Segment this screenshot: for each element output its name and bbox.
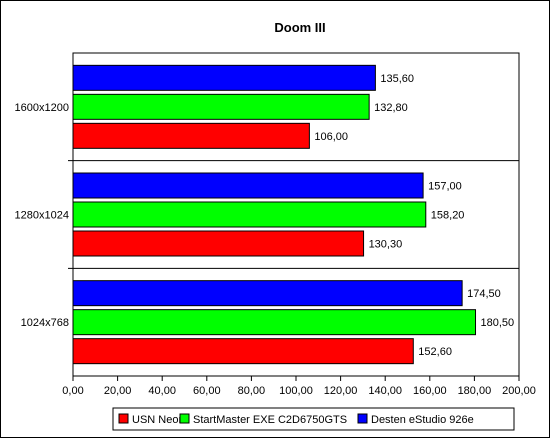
bar xyxy=(72,122,310,149)
legend-swatch xyxy=(179,413,190,424)
category-label: 1280x1024 xyxy=(15,210,69,222)
legend-swatch xyxy=(118,413,129,424)
legend-label: USN Neon xyxy=(132,414,185,426)
x-tick-label: 200,00 xyxy=(502,385,536,397)
category-label: 1024x768 xyxy=(21,317,69,329)
legend-swatch xyxy=(357,413,368,424)
data-label: 180,50 xyxy=(481,317,515,329)
bar xyxy=(72,338,414,365)
data-label: 152,60 xyxy=(418,346,452,358)
x-tick-label: 80,00 xyxy=(238,385,266,397)
bar xyxy=(72,280,463,307)
bar xyxy=(72,172,424,199)
x-tick-label: 120,00 xyxy=(324,385,358,397)
x-tick-label: 100,00 xyxy=(279,385,313,397)
x-tick-label: 0,00 xyxy=(62,385,83,397)
bar xyxy=(72,64,376,91)
data-label: 132,80 xyxy=(374,102,408,114)
bar xyxy=(72,201,427,228)
x-tick-label: 60,00 xyxy=(193,385,221,397)
legend-label: StartMaster EXE C2D6750GTS xyxy=(193,414,347,426)
x-tick-label: 180,00 xyxy=(458,385,492,397)
x-tick-label: 40,00 xyxy=(148,385,176,397)
data-label: 174,50 xyxy=(467,288,501,300)
legend: USN Neon StartMaster EXE C2D6750GTS Desten… xyxy=(112,407,515,431)
x-tick-label: 20,00 xyxy=(104,385,132,397)
chart-title: Doom III xyxy=(274,20,325,35)
bar xyxy=(72,93,370,120)
category-label: 1600x1200 xyxy=(15,102,69,114)
bar xyxy=(72,230,365,257)
x-tick-label: 140,00 xyxy=(368,385,402,397)
plot-area: 135,60 132,80 106,00 1600x1200 157,00 158,20 1… xyxy=(15,52,536,397)
data-label: 135,60 xyxy=(380,73,414,85)
data-label: 158,20 xyxy=(431,210,465,222)
data-label: 106,00 xyxy=(314,131,348,143)
data-label: 157,00 xyxy=(428,181,462,193)
x-tick-label: 160,00 xyxy=(413,385,447,397)
legend-label: Desten eStudio 926e xyxy=(371,414,474,426)
data-label: 130,30 xyxy=(369,239,403,251)
bar xyxy=(72,309,477,336)
legend-box xyxy=(112,407,515,431)
